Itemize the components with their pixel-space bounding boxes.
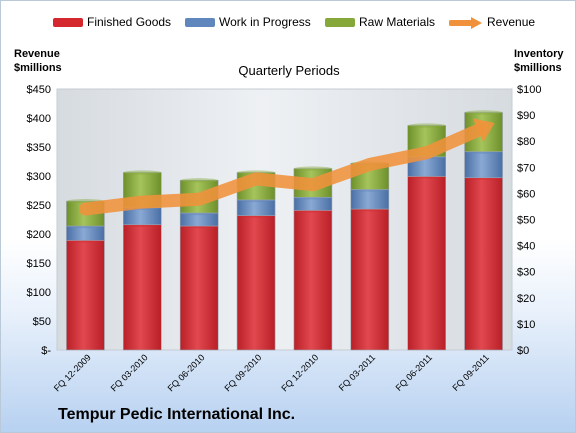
right-axis-title-line2: $millions (514, 62, 562, 74)
right-tick-label: $60 (517, 188, 535, 200)
right-tick-label: $10 (517, 319, 535, 331)
revenue-line (78, 123, 485, 216)
legend-arrow-icon (449, 16, 482, 29)
bar-finished-goods (66, 240, 105, 351)
bar-finished-goods (350, 208, 390, 351)
bar-cap (180, 178, 219, 183)
x-tick-label: FQ 03-2010 (109, 352, 150, 393)
left-tick-label: $50 (33, 316, 51, 328)
legend-label-finished-goods: Finished Goods (87, 15, 172, 29)
left-tick-label: $400 (27, 113, 51, 125)
right-axis-title: Inventory $millions (514, 47, 564, 75)
legend: Finished Goods Work in Progress Raw Mate… (1, 14, 575, 34)
legend-item-revenue: Revenue (449, 14, 535, 30)
company-name: Tempur Pedic International Inc. (58, 406, 296, 423)
bar-finished-goods (293, 210, 333, 351)
bar-finished-goods (407, 176, 446, 351)
right-tick-label: $30 (517, 267, 535, 279)
legend-swatch-work-in-progress (185, 18, 215, 28)
bar-cap (123, 170, 162, 175)
bar-work-in-progress (464, 151, 503, 179)
right-axis-title-line1: Inventory (514, 48, 564, 60)
left-tick-label: $- (41, 345, 51, 357)
x-tick-label: FQ 06-2011 (394, 352, 435, 393)
bar-work-in-progress (350, 189, 390, 210)
left-tick-label: $250 (27, 200, 51, 212)
bar-finished-goods (123, 224, 162, 351)
left-axis-title: Revenue $millions (14, 47, 62, 75)
plot-title: Quarterly Periods (238, 63, 340, 78)
bar-finished-goods (236, 215, 276, 351)
left-tick-label: $300 (27, 171, 51, 183)
bar-cap (407, 123, 446, 128)
right-tick-label: $100 (517, 84, 541, 96)
right-tick-label: $0 (517, 345, 529, 357)
right-tick-label: $50 (517, 215, 535, 227)
right-tick-label: $40 (517, 241, 535, 253)
legend-label-raw-materials: Raw Materials (359, 15, 436, 29)
legend-item-finished-goods: Finished Goods (53, 14, 171, 30)
x-tick-label: FQ 12-2009 (52, 352, 93, 393)
bar-finished-goods (464, 177, 503, 351)
bar-cap (464, 110, 503, 115)
bar-work-in-progress (236, 199, 276, 216)
legend-swatch-finished-goods (53, 18, 83, 28)
right-tick-label: $80 (517, 136, 535, 148)
bar-finished-goods (179, 225, 219, 351)
left-axis-title-line1: Revenue (14, 48, 60, 60)
x-tick-label: FQ 12-2010 (279, 352, 320, 393)
right-tick-label: $20 (517, 293, 535, 305)
left-tick-label: $350 (27, 142, 51, 154)
x-tick-label: FQ 06-2010 (166, 352, 207, 393)
left-tick-label: $200 (27, 229, 51, 241)
legend-label-revenue: Revenue (487, 15, 536, 29)
legend-label-work-in-progress: Work in Progress (219, 15, 311, 29)
right-tick-label: $70 (517, 162, 535, 174)
legend-item-work-in-progress: Work in Progress (185, 14, 311, 30)
right-tick-label: $90 (517, 110, 535, 122)
bar-work-in-progress (123, 207, 162, 226)
left-tick-label: $450 (27, 84, 51, 96)
x-tick-label: FQ 03-2011 (337, 352, 378, 393)
left-tick-label: $150 (27, 258, 51, 270)
legend-swatch-raw-materials (325, 18, 355, 28)
revenue-arrowhead (472, 118, 495, 143)
legend-item-raw-materials: Raw Materials (325, 14, 435, 30)
bar-cap (293, 166, 332, 171)
left-axis-title-line2: $millions (14, 62, 62, 74)
left-tick-label: $100 (27, 287, 51, 299)
x-tick-label: FQ 09-2010 (222, 352, 263, 393)
x-tick-label: FQ 09-2011 (450, 352, 491, 393)
